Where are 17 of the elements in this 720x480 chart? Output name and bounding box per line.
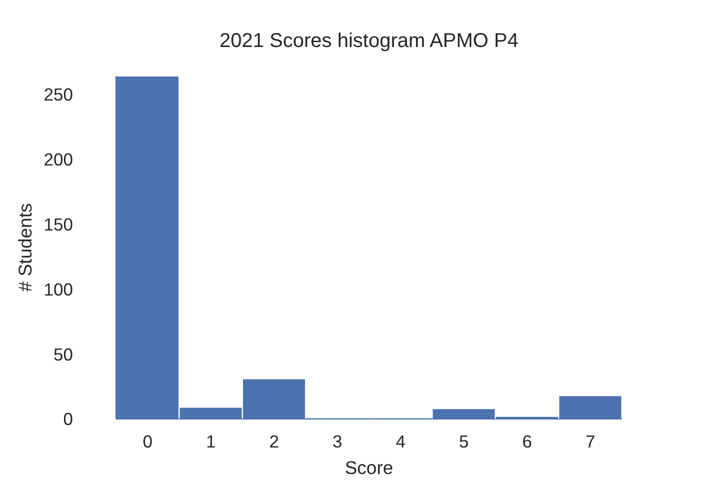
x-tick-label: 7 — [586, 431, 596, 452]
x-tick-label: 3 — [332, 431, 342, 452]
x-tick-label: 0 — [142, 431, 153, 452]
x-tick-label: 6 — [522, 431, 532, 452]
chart-title: 2021 Scores histogram APMO P4 — [218, 29, 520, 53]
y-tick-label: 0 — [63, 409, 74, 430]
y-tick-label: 250 — [44, 84, 74, 104]
y-tick-label: 50 — [54, 344, 74, 364]
y-axis-title: # Students — [14, 203, 36, 292]
x-tick-label: 5 — [459, 431, 469, 452]
x-tick-label: 4 — [396, 431, 406, 452]
y-tick-label: 100 — [44, 279, 74, 300]
y-tick-label: 200 — [44, 149, 74, 170]
x-tick-label: 2 — [269, 431, 279, 452]
y-tick-label: 150 — [44, 214, 74, 234]
x-axis-title: Score — [344, 457, 394, 478]
x-tick-label: 1 — [206, 431, 216, 452]
